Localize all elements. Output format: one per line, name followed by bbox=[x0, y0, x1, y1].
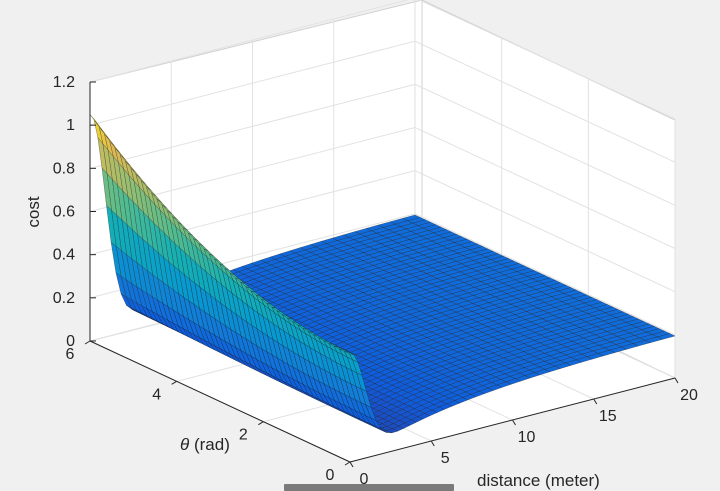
x-tick-mark bbox=[349, 461, 354, 468]
x-tick-label: 15 bbox=[599, 408, 617, 425]
y-tick-label: 4 bbox=[152, 386, 161, 403]
x-tick-label: 5 bbox=[441, 450, 450, 467]
z-tick-label: 0.6 bbox=[53, 204, 75, 221]
x-tick-mark bbox=[430, 440, 435, 447]
x-tick-mark bbox=[593, 398, 598, 405]
y-tick-mark bbox=[171, 380, 177, 385]
z-tick-label: 0.4 bbox=[53, 247, 75, 264]
y-tick-label: 2 bbox=[239, 427, 248, 444]
horizontal-scrollbar[interactable] bbox=[284, 484, 454, 491]
z-tick-label: 0 bbox=[66, 333, 75, 350]
y-axis-line bbox=[89, 340, 351, 463]
z-tick-label: 0.8 bbox=[53, 160, 75, 177]
x-tick-label: 20 bbox=[680, 387, 698, 404]
x-tick-mark bbox=[512, 419, 516, 426]
y-tick-mark bbox=[84, 340, 91, 345]
cost-surface bbox=[89, 114, 676, 434]
x-axis-label: distance (meter) bbox=[477, 471, 600, 490]
y-tick-label: 0 bbox=[326, 467, 335, 484]
y-tick-mark bbox=[258, 421, 264, 426]
z-tick-label: 1.2 bbox=[53, 74, 75, 91]
x-tick-label: 0 bbox=[360, 471, 369, 488]
y-axis-label: θ (rad) bbox=[180, 435, 230, 454]
y-tick-mark bbox=[344, 461, 351, 466]
z-tick-label: 1 bbox=[66, 117, 75, 134]
x-tick-mark bbox=[674, 377, 679, 384]
z-tick-label: 0.2 bbox=[53, 290, 75, 307]
x-tick-label: 10 bbox=[518, 429, 536, 446]
surface-patch bbox=[344, 351, 354, 355]
y-tick-label: 6 bbox=[66, 346, 75, 363]
z-axis-label: cost bbox=[24, 196, 43, 227]
